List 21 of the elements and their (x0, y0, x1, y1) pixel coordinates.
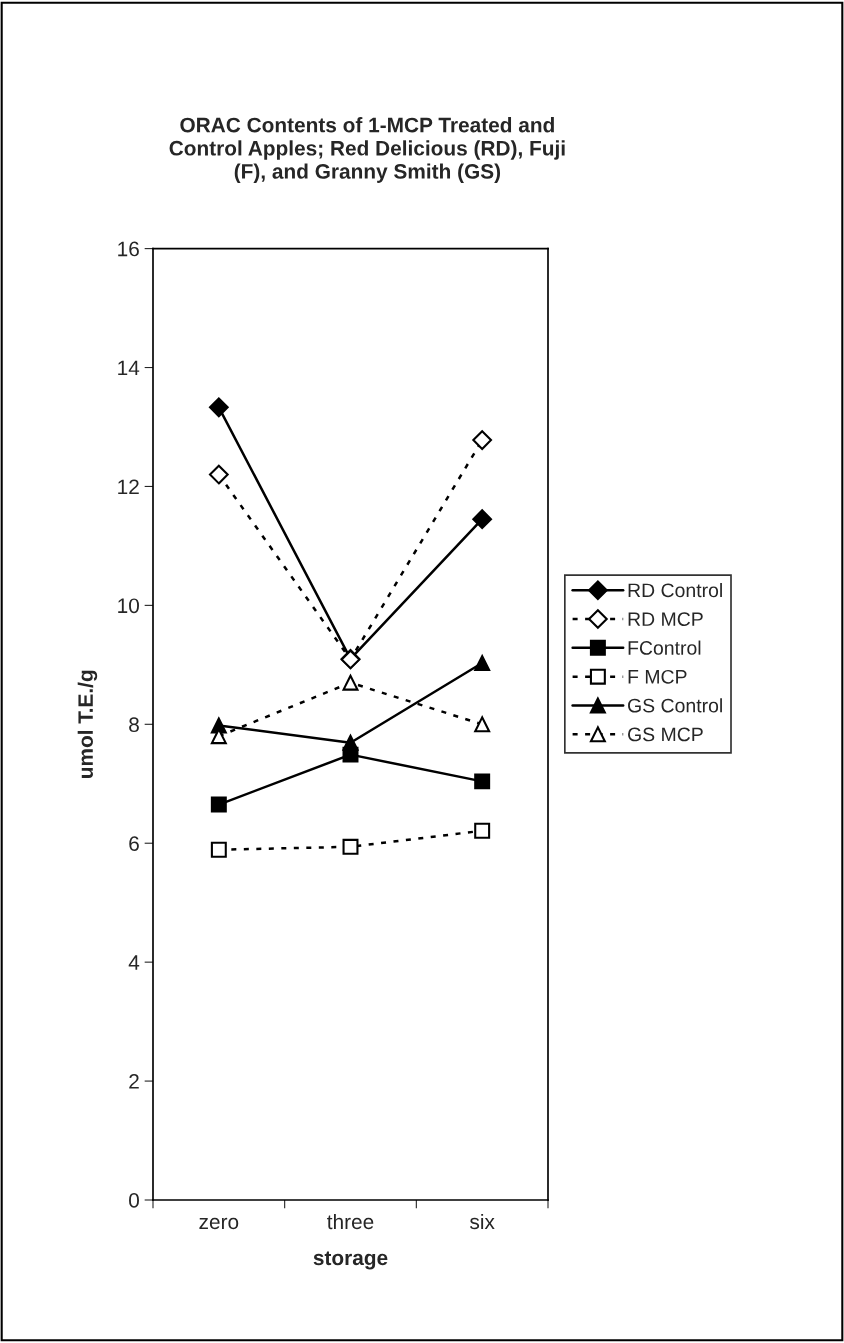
legend-label: F MCP (628, 669, 687, 684)
legend-label: FControl (628, 640, 701, 655)
chart-title: ORAC Contents of 1-MCP Treated and Control Apples; Red Delicious (RD), Fuji (F), and Granny Smith (GS) (169, 117, 565, 183)
legend-label: RD Control (628, 582, 722, 598)
y-tick-label: 4 (128, 955, 140, 970)
y-tick-label: 12 (118, 479, 139, 494)
y-tick-label: 10 (118, 598, 139, 614)
y-tick-label: 14 (118, 360, 140, 376)
legend-label: GS MCP (628, 727, 703, 742)
y-tick-label: 6 (129, 836, 139, 851)
x-axis-title: storage (313, 1251, 388, 1270)
x-tick-label: three (327, 1213, 374, 1230)
y-tick-label: 8 (129, 717, 139, 733)
y-tick-label: 0 (129, 1193, 139, 1208)
y-axis-title: umol T.E./g (77, 670, 98, 778)
y-tick-label: 16 (118, 241, 139, 257)
legend-label: RD MCP (628, 612, 703, 627)
legend-label: GS Control (628, 698, 722, 713)
x-tick-label: six (470, 1213, 495, 1230)
x-tick-label: zero (199, 1217, 239, 1230)
y-tick-label: 2 (129, 1074, 139, 1089)
